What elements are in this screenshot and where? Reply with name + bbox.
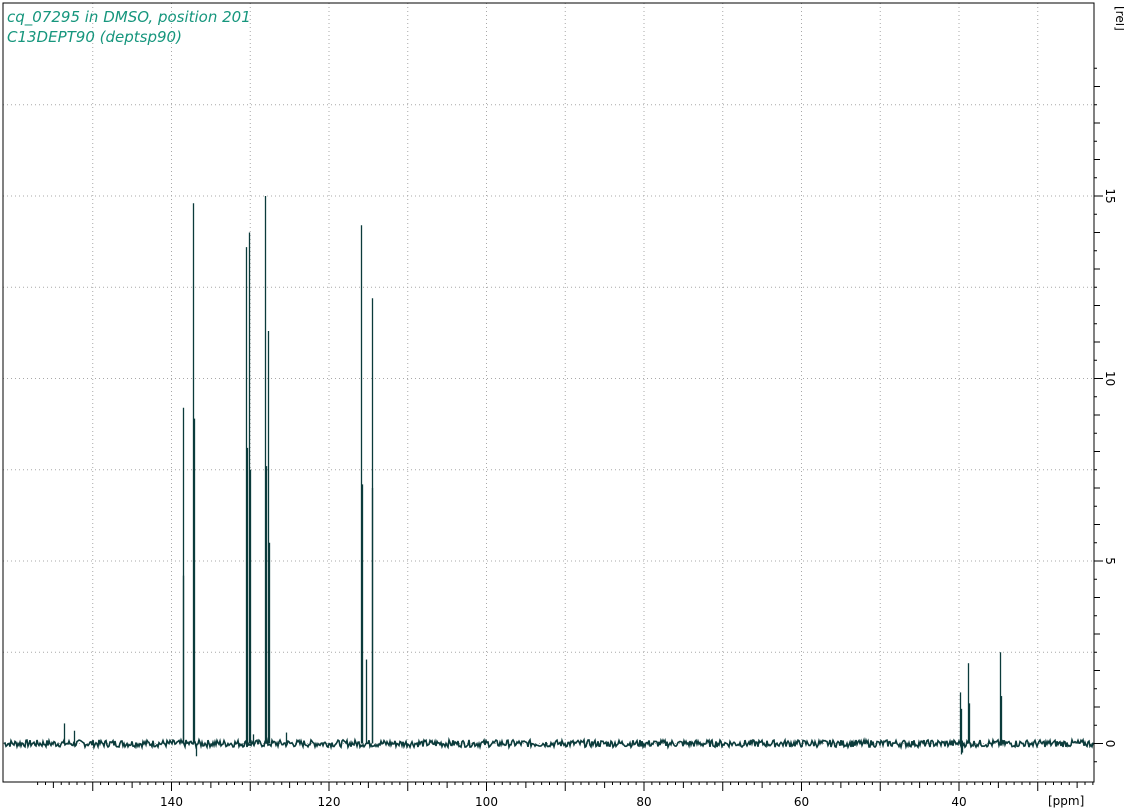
spectrum-trace xyxy=(3,196,1094,757)
spectrum-title: cq_07295 in DMSO, position 201 xyxy=(7,8,251,27)
x-tick-label: 40 xyxy=(951,795,966,809)
y-axis-unit-label: [rel] xyxy=(1113,6,1124,31)
grid-lines xyxy=(3,3,1094,782)
plot-frame xyxy=(2,2,1095,783)
y-tick-label: 5 xyxy=(1103,557,1117,565)
x-tick-label: 80 xyxy=(636,795,651,809)
y-tick-label: 15 xyxy=(1103,188,1117,203)
spectrum-subtitle: C13DEPT90 (deptsp90) xyxy=(7,28,182,46)
spectrum-baseline xyxy=(3,736,1094,751)
x-axis-unit-label: [ppm] xyxy=(1048,794,1084,808)
y-tick-label: 10 xyxy=(1103,371,1117,386)
x-tick-label: 100 xyxy=(475,795,498,809)
x-tick-label: 140 xyxy=(160,795,183,809)
axes: 140 120 100 80 60 40 0 5 10 15 xyxy=(37,67,1117,809)
x-tick-label: 120 xyxy=(318,795,341,809)
y-tick-label: 0 xyxy=(1103,740,1117,748)
x-tick-label: 60 xyxy=(794,795,809,809)
